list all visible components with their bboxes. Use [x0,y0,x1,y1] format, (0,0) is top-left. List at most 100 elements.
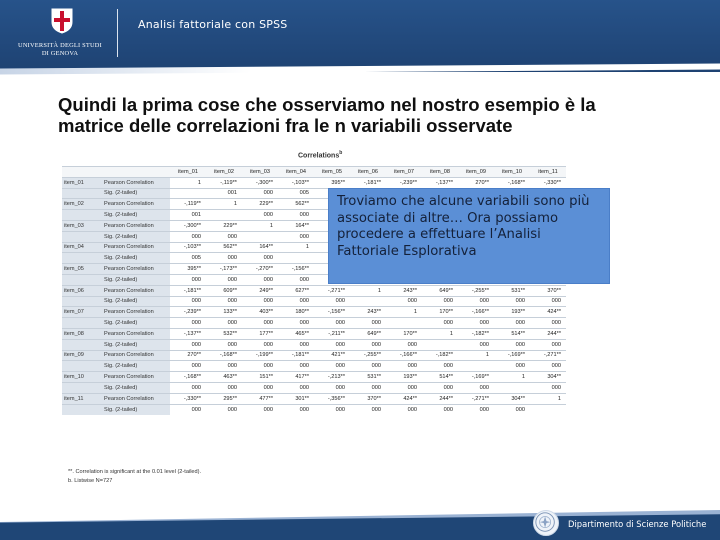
column-header: item_10 [494,166,530,178]
row-item-label: item_03 [62,219,102,232]
table-cell: 000 [350,317,386,329]
table-cell: 164** [242,241,278,253]
table-cell: 000 [242,187,278,199]
table-cell [458,360,494,372]
university-logo: UNIVERSITÀ DEGLI STUDI DI GENOVA [10,6,122,62]
table-cell: 295** [206,392,242,405]
table-cell: -,119** [170,198,206,210]
table-cell: 000 [494,317,530,329]
row-item-label: item_07 [62,306,102,318]
table-cell: -,199** [242,349,278,361]
table-cell: -,330** [170,392,206,405]
table-cell: 1 [386,306,422,318]
table-cell: 000 [458,317,494,329]
table-cell: 000 [206,317,242,329]
table-cell: -,239** [170,306,206,318]
table-cell: 465** [278,327,314,340]
table-cell: 514** [494,327,530,340]
row-stat-label: Sig. (2-tailed) [102,209,170,221]
table-cell: 463** [206,371,242,383]
table-cell: 270** [458,176,494,189]
table-row: item_08 Pearson Correlation -,137** 532** 17… [62,327,566,340]
header-band [0,0,720,72]
row-stat-label: Sig. (2-tailed) [102,317,170,329]
table-cell: 000 [278,381,314,394]
table-cell: -,156** [314,306,350,318]
row-stat-label: Sig. (2-tailed) [102,338,170,351]
table-cell: 000 [386,338,422,351]
table-cell [494,381,530,394]
table-cell: 000 [242,273,278,286]
table-cell: 243** [386,284,422,297]
table-cell: 514** [422,371,458,383]
column-header: item_06 [350,166,386,178]
column-header: item_03 [242,166,278,178]
table-cell: 000 [458,403,494,415]
row-stat-label: Sig. (2-tailed) [102,187,170,199]
table-row: item_10 Pearson Correlation -,168** 463** 15… [62,371,566,383]
emblem-icon [535,512,555,532]
table-cell: 000 [422,360,458,372]
table-cell: 133** [206,306,242,318]
table-cell: 531** [494,284,530,297]
row-item-label [62,338,102,351]
spss-table-caption: Correlationsb [298,150,342,159]
table-cell: 000 [422,317,458,329]
row-item-label [62,252,102,264]
table-cell: 000 [170,403,206,415]
row-stat-label: Sig. (2-tailed) [102,360,170,372]
column-header: item_02 [206,166,242,178]
table-cell: 649** [422,284,458,297]
column-header: item_04 [278,166,314,178]
table-cell: -,181** [278,349,314,361]
column-header: item_11 [530,166,566,178]
table-cell: 177** [242,327,278,340]
table-cell: 304** [530,371,566,383]
logo-line-2: DI GENOVA [41,49,79,57]
table-row: item_01 Pearson Correlation 1 -,119** -,300*… [62,176,566,189]
table-cell: 000 [350,338,386,351]
table-cell: 000 [530,295,566,307]
table-cell: -,166** [386,349,422,361]
table-cell: 000 [314,403,350,415]
table-cell: 005 [170,252,206,264]
table-cell: 000 [278,360,314,372]
correlation-header-row: item_01 item_02 item_03 item_04 item_05 item_… [62,166,566,178]
table-cell: 000 [530,317,566,329]
row-stat-label: Sig. (2-tailed) [102,273,170,286]
department-emblem-icon [533,510,559,536]
row-stat-label: Pearson Correlation [102,284,170,297]
table-cell: 000 [530,360,566,372]
table-cell: 649** [350,327,386,340]
table-cell: 000 [206,403,242,415]
table-cell: 000 [206,338,242,351]
table-cell: 000 [314,338,350,351]
row-stat-label: Sig. (2-tailed) [102,295,170,307]
table-cell: 000 [422,381,458,394]
table-cell: 000 [242,338,278,351]
table-cell: 000 [386,403,422,415]
table-cell: -,255** [350,349,386,361]
caption-text: Correlations [298,152,340,160]
table-cell [278,252,314,264]
table-cell [170,187,206,199]
table-cell [206,209,242,221]
table-cell: 370** [530,284,566,297]
table-cell: -,156** [278,263,314,275]
table-cell: 1 [422,327,458,340]
table-cell: 000 [314,317,350,329]
table-cell: 244** [422,392,458,405]
table-cell: -,168** [170,371,206,383]
table-cell: 000 [278,338,314,351]
table-cell: 000 [494,295,530,307]
row-item-label: item_04 [62,241,102,253]
table-cell: -,211** [314,327,350,340]
table-cell: 000 [170,273,206,286]
table-cell: 000 [242,317,278,329]
table-cell: 000 [278,317,314,329]
table-cell: 1 [206,198,242,210]
table-cell: 000 [170,381,206,394]
table-cell: 627** [278,284,314,297]
table-cell: 000 [458,338,494,351]
